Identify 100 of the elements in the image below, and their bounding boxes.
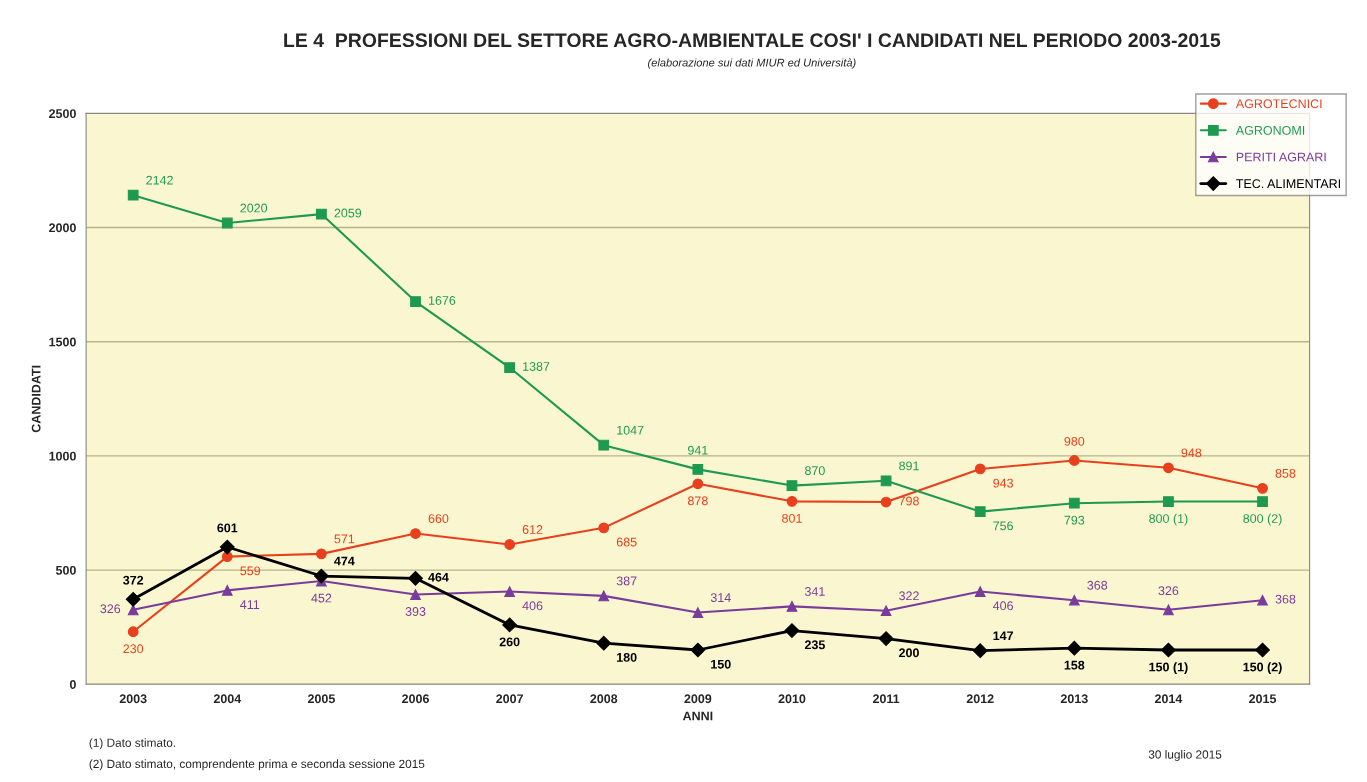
data-label: 798 [899,496,919,506]
data-label: 571 [334,534,355,544]
data-label: 601 [217,523,238,533]
chart-title: LE 4 PROFESSIONI DEL SETTORE AGRO-AMBIENTALE COSI' I CANDIDATI NEL PERIODO 2003-2015 [284,33,1221,48]
data-label: 393 [405,607,426,616]
data-label: 612 [522,525,543,534]
data-label: 2142 [146,175,173,185]
point [1163,604,1174,616]
data-label: 1676 [428,296,456,305]
data-label: 793 [1064,515,1085,525]
x-tick-label: 2014 [1154,694,1183,704]
point [598,439,610,451]
data-label: 230 [123,644,144,654]
point [502,617,518,633]
x-tick-label: 2009 [684,694,712,704]
data-label: 2059 [334,208,362,218]
point [408,570,423,586]
point [692,464,704,475]
point [316,208,327,220]
legend-label: PERITI AGRARI [1236,152,1326,162]
data-label: 858 [1275,468,1296,478]
data-label: 406 [522,601,543,611]
point [1257,496,1268,507]
point [974,506,986,517]
point [127,189,139,201]
data-label: 941 [688,445,708,455]
data-label: 368 [1087,580,1108,590]
text: (1) Dato stimato. [89,738,176,750]
point [1257,482,1268,494]
y-tick-label: 500 [55,565,76,575]
x-tick-label: 2013 [1060,694,1088,704]
point [1255,642,1270,658]
data-label: 150 [711,659,731,669]
data-label: 801 [782,513,802,523]
y-tick-label: 0 [69,680,76,689]
point [1163,462,1174,474]
legend-label: AGRONOMI [1235,125,1305,135]
data-label: 1387 [523,362,550,371]
data-label: 2020 [240,203,268,213]
data-label: 368 [1275,594,1296,604]
text: (2) Dato stimato, comprendente prima e seconda sessione 2015 [89,759,425,771]
data-label: 235 [804,640,825,650]
point [1163,496,1174,507]
point [692,478,704,490]
point [692,607,704,618]
data-label: 943 [993,478,1013,488]
data-label: 150 (2) [1243,662,1282,674]
data-label: 180 [617,652,637,662]
point [316,548,327,560]
point [504,539,516,550]
legend-label: TEC. ALIMENTARI [1236,179,1341,189]
chart-subtitle: (elaborazione sui dati MIUR ed Università) [648,58,856,69]
point [974,586,986,597]
x-tick-label: 2011 [872,694,900,704]
data-label: 387 [616,576,637,586]
x-tick-label: 2004 [213,694,242,704]
data-label: 326 [100,604,121,614]
y-axis-title: CANDIDATI [31,365,41,433]
data-label: 800 (1) [1149,513,1188,526]
legend-label: AGROTECNICI [1235,99,1322,109]
point [784,623,800,638]
point [598,522,610,534]
data-label: 559 [240,566,261,576]
data-label: 891 [899,461,919,471]
point [598,590,610,602]
data-label: 980 [1064,436,1085,446]
point [880,605,892,617]
point [125,591,141,607]
point [1068,497,1080,509]
data-label: 948 [1181,448,1202,458]
point [690,642,706,658]
data-label: 406 [992,601,1013,611]
point [221,585,233,596]
data-label: 474 [334,556,355,566]
data-label: 372 [123,575,144,585]
x-tick-label: 2015 [1249,694,1277,704]
point [786,601,798,612]
x-axis-title: ANNI [682,711,713,721]
point [596,635,612,651]
data-label: 150 (1) [1149,662,1188,674]
point [786,480,798,491]
point [219,539,235,555]
point [127,626,139,638]
y-tick-label: 2500 [49,109,76,119]
data-label: 326 [1158,586,1179,596]
point [878,631,894,646]
point [880,475,892,487]
point [314,568,329,584]
point [1068,594,1080,606]
data-label: 660 [428,514,449,524]
data-label: 800 (2) [1243,513,1282,526]
point [410,528,421,539]
data-label: 341 [804,587,825,596]
x-tick-label: 2003 [119,694,147,704]
data-label: 322 [899,591,919,601]
point [880,496,892,508]
data-label: 411 [240,600,260,609]
data-label: 158 [1064,660,1085,670]
point [974,463,986,475]
y-tick-label: 2000 [49,223,76,233]
